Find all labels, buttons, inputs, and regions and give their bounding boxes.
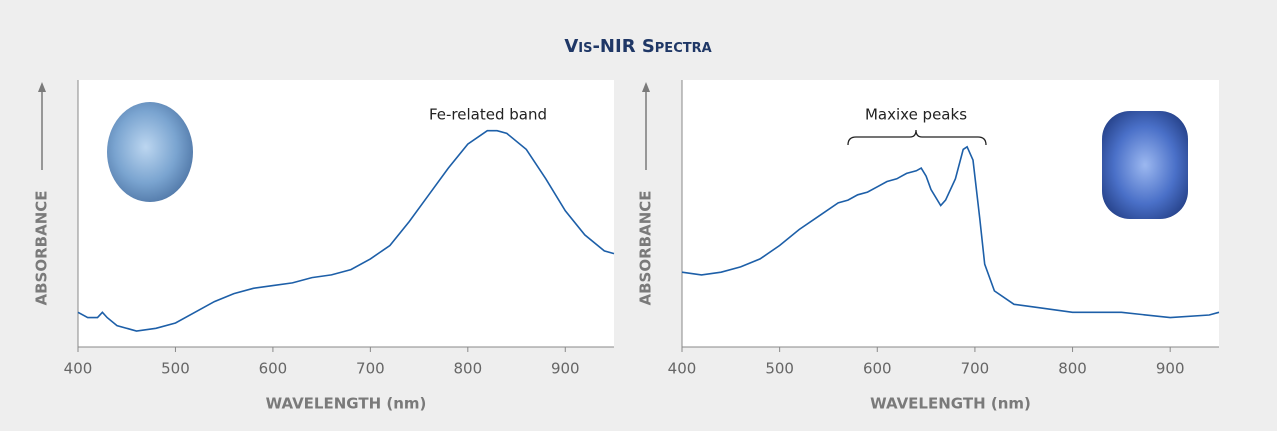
x-tick-label: 800: [453, 360, 482, 378]
x-tick-label: 900: [551, 360, 580, 378]
x-tick-label: 700: [961, 360, 990, 378]
spectrum-line: [681, 145, 1220, 319]
gem-image: [107, 102, 193, 202]
y-axis-label: ABSORBANCE: [637, 191, 655, 306]
page-title: Vis-NIR Spectra: [564, 36, 711, 57]
x-tick-label: 500: [765, 360, 794, 378]
x-axis-label: WAVELENGTH (nm): [870, 395, 1031, 413]
x-tick-label: 700: [356, 360, 385, 378]
x-axis-label: WAVELENGTH (nm): [266, 395, 427, 413]
gem-image: [1102, 111, 1188, 219]
y-arrow-head: [642, 82, 650, 92]
brace: [847, 129, 987, 146]
annotation: Fe-related band: [429, 106, 547, 124]
x-tick-label: 400: [64, 360, 93, 378]
x-tick-label: 900: [1156, 360, 1185, 378]
spectrum-line: [77, 129, 615, 332]
y-axis-label: ABSORBANCE: [33, 191, 51, 306]
x-tick-label: 600: [259, 360, 288, 378]
x-tick-label: 400: [668, 360, 697, 378]
annotation: Maxixe peaks: [865, 106, 967, 124]
x-tick-label: 500: [161, 360, 190, 378]
x-tick-label: 800: [1058, 360, 1087, 378]
x-tick-label: 600: [863, 360, 892, 378]
y-arrow-head: [38, 82, 46, 92]
